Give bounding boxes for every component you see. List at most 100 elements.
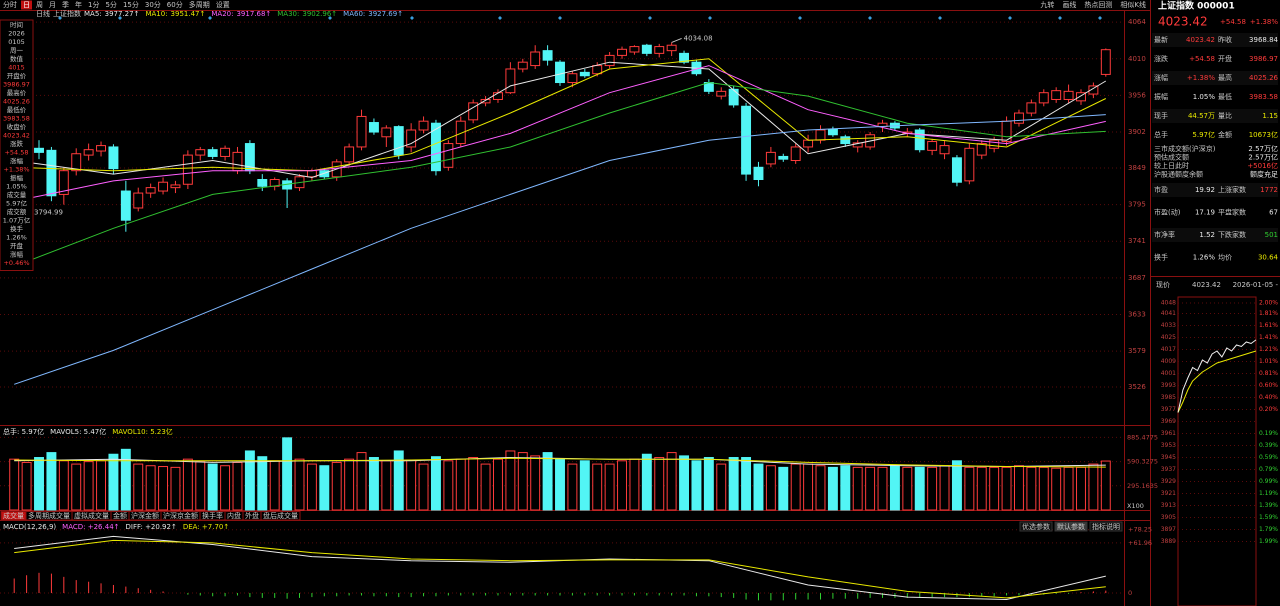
indicator-tab[interactable]: 多周期成交量 bbox=[28, 511, 70, 520]
mini-pct-label: 2.00% bbox=[1259, 300, 1278, 307]
info-item: 4025.26 bbox=[3, 98, 30, 106]
mini-pct-label: 1.59% bbox=[1259, 514, 1278, 521]
mini-pct-label: 0.39% bbox=[1259, 442, 1278, 449]
tool-button[interactable]: 九转 bbox=[1040, 0, 1054, 9]
turnover-label: 预估成交额 bbox=[1154, 153, 1189, 162]
row-label: 总手 bbox=[1154, 130, 1168, 139]
candle-body bbox=[83, 149, 94, 156]
volume-bar bbox=[120, 448, 131, 511]
event-marker bbox=[208, 16, 212, 20]
volume-legend: MAVOL5: 5.47亿 bbox=[50, 427, 106, 436]
volume-bar bbox=[815, 465, 826, 511]
volume-bar bbox=[803, 463, 814, 511]
indicator-tab[interactable]: 内盘 bbox=[227, 511, 241, 520]
row-bg bbox=[1152, 52, 1278, 66]
period-button[interactable]: 5分 bbox=[105, 0, 116, 9]
volume-bar bbox=[282, 437, 293, 511]
period-button[interactable]: 季 bbox=[62, 0, 69, 9]
mini-y-label: 3921 bbox=[1161, 490, 1176, 497]
event-marker bbox=[558, 16, 562, 20]
candle-body bbox=[393, 126, 404, 156]
tool-button[interactable]: 热点回测 bbox=[1084, 0, 1112, 9]
high-mark-line bbox=[671, 37, 682, 43]
y-tick-label: 3795 bbox=[1128, 201, 1146, 209]
period-button[interactable]: 年 bbox=[75, 0, 82, 9]
row-value: 17.19 bbox=[1195, 209, 1215, 217]
period-button[interactable]: 1分 bbox=[88, 0, 99, 9]
indicator-tab[interactable]: 盘后成交量 bbox=[263, 511, 298, 520]
row-label: 开盘 bbox=[1218, 54, 1232, 63]
info-item: 涨幅 bbox=[10, 250, 24, 259]
tool-button[interactable]: 画线 bbox=[1062, 0, 1076, 9]
period-button[interactable]: 周 bbox=[36, 1, 43, 9]
volume-bar bbox=[914, 466, 925, 511]
indicator-tab[interactable]: 外盘 bbox=[245, 511, 259, 520]
indicator-tab[interactable]: 沪深金额 bbox=[131, 511, 159, 520]
volume-bar bbox=[865, 466, 876, 511]
indicator-tab[interactable]: 成交量 bbox=[3, 511, 24, 520]
quote-name: 上证指数 000001 bbox=[1158, 0, 1235, 12]
y-tick-label: 4010 bbox=[1128, 55, 1146, 63]
mini-y-label: 3993 bbox=[1161, 382, 1176, 389]
macd-button[interactable]: 默认参数 bbox=[1057, 522, 1085, 531]
volume-bar bbox=[1076, 466, 1086, 511]
row-label: 下跌家数 bbox=[1218, 230, 1246, 239]
volume-bar bbox=[331, 461, 342, 511]
info-item: +1.38% bbox=[3, 166, 29, 174]
period-button[interactable]: 15分 bbox=[123, 0, 139, 9]
candle-body bbox=[1088, 85, 1099, 95]
row-bg bbox=[1152, 90, 1278, 104]
legend-value: 3902.96↑ bbox=[302, 10, 337, 18]
period-button[interactable]: 月 bbox=[49, 1, 56, 9]
mini-pct-label: 0.79% bbox=[1259, 466, 1278, 473]
event-marker bbox=[328, 16, 332, 20]
volume-bar bbox=[716, 463, 727, 511]
info-item: 0105 bbox=[8, 38, 25, 46]
volume-bar bbox=[691, 460, 702, 511]
macd-button[interactable]: 指标说明 bbox=[1092, 522, 1120, 531]
candle-body bbox=[493, 92, 503, 100]
volume-bar bbox=[158, 466, 169, 511]
info-item: 3986.97 bbox=[3, 81, 30, 89]
indicator-tab[interactable]: 虚拟成交量 bbox=[74, 511, 109, 520]
legend-value: 3917.68↑ bbox=[236, 10, 271, 18]
info-item: 5.97亿 bbox=[6, 199, 27, 208]
mini-y-label: 4041 bbox=[1161, 310, 1176, 317]
period-button[interactable]: 分时 bbox=[3, 0, 17, 9]
period-button[interactable]: 多周期 bbox=[189, 0, 210, 9]
dea-line bbox=[14, 539, 1106, 599]
volume-bar bbox=[269, 460, 280, 511]
row-label: 换手 bbox=[1154, 253, 1168, 262]
volume-bar bbox=[493, 458, 503, 511]
candle-body bbox=[629, 46, 640, 53]
quote-pct: +1.38% bbox=[1250, 18, 1278, 26]
row-label: 最低 bbox=[1218, 92, 1232, 101]
period-button[interactable]: 日 bbox=[23, 1, 30, 9]
volume-bar bbox=[889, 465, 900, 511]
low-mark-label: 3794.99 bbox=[34, 209, 63, 217]
period-button[interactable]: 60分 bbox=[167, 0, 183, 9]
row-value: 1.52 bbox=[1199, 231, 1215, 239]
volume-bar bbox=[902, 466, 913, 511]
volume-bar bbox=[927, 466, 938, 511]
indicator-tab[interactable]: 换手率 bbox=[202, 511, 223, 520]
mini-price-line bbox=[1177, 339, 1257, 413]
indicator-tab[interactable]: 沪深京金额 bbox=[163, 511, 198, 520]
event-marker bbox=[498, 16, 502, 20]
row-value: 1772 bbox=[1260, 186, 1278, 194]
indicator-tab[interactable]: 金额 bbox=[113, 511, 127, 520]
volume-bar bbox=[244, 450, 255, 511]
period-button[interactable]: 设置 bbox=[216, 0, 230, 9]
tool-button[interactable]: 相似K线 bbox=[1120, 0, 1146, 9]
info-item: +54.58 bbox=[4, 149, 28, 157]
volume-bar bbox=[232, 461, 243, 511]
macd-button[interactable]: 优选参数 bbox=[1022, 522, 1050, 531]
quote-change: +54.58 bbox=[1220, 18, 1246, 26]
macd-legend: MACD: +26.44↑ bbox=[62, 523, 119, 531]
period-button[interactable]: 30分 bbox=[145, 0, 161, 9]
legend-name: MA10: bbox=[145, 10, 167, 18]
candle-body bbox=[517, 61, 528, 70]
candle-body bbox=[765, 151, 776, 165]
info-item: 最低价 bbox=[7, 105, 27, 114]
y-tick-label: 3579 bbox=[1128, 347, 1146, 355]
